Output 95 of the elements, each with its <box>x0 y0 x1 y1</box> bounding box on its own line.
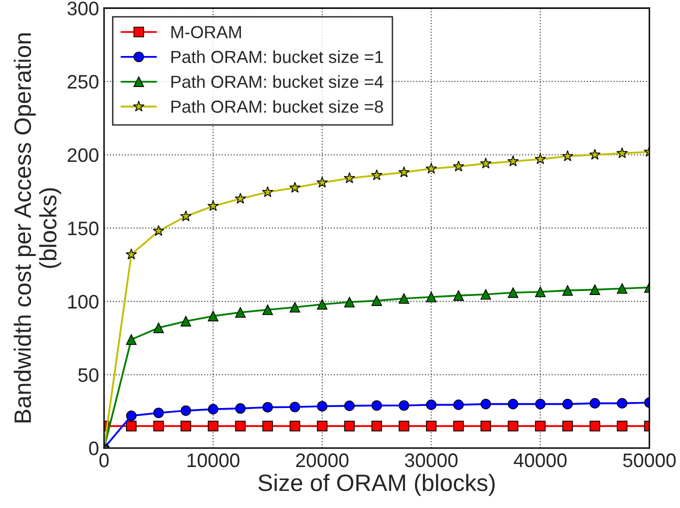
point <box>235 420 246 432</box>
y-axis-title: Bandwidth cost per Access Operation (blocks) <box>14 33 62 422</box>
legend-label: M-ORAM <box>171 26 241 38</box>
point <box>534 153 546 164</box>
point <box>290 420 300 432</box>
point <box>316 400 328 412</box>
point <box>480 420 492 432</box>
point <box>452 160 464 172</box>
point <box>426 292 437 302</box>
legend-label: Path ORAM: bucket size =8 <box>171 100 383 113</box>
point <box>398 400 410 411</box>
point <box>480 398 492 410</box>
point <box>508 287 518 298</box>
point <box>535 398 546 410</box>
point <box>126 248 138 260</box>
y-tick-label: 300 <box>67 2 98 16</box>
point <box>508 398 518 410</box>
x-tick-label: 20000 <box>296 453 348 468</box>
point <box>562 285 573 296</box>
point <box>180 210 192 222</box>
point <box>616 420 628 432</box>
point <box>126 420 137 432</box>
y-tick-label: 150 <box>68 222 98 236</box>
y-tick-label: 200 <box>68 148 98 162</box>
point <box>398 420 410 432</box>
point <box>290 302 300 313</box>
x-tick-label: 0 <box>99 453 109 468</box>
point <box>234 192 246 204</box>
point <box>616 398 628 409</box>
point <box>153 420 164 432</box>
point <box>126 410 137 422</box>
point <box>262 186 274 198</box>
point <box>589 148 601 160</box>
point <box>344 296 355 308</box>
point <box>235 403 246 414</box>
point <box>535 286 546 298</box>
point <box>153 408 164 418</box>
point <box>316 176 328 188</box>
legend-label: Path ORAM: bucket size =1 <box>171 50 383 64</box>
point <box>152 225 164 236</box>
point <box>153 322 164 334</box>
point <box>208 404 218 414</box>
point <box>126 334 137 345</box>
point <box>480 289 492 300</box>
point <box>453 400 464 410</box>
point <box>180 420 192 432</box>
point <box>180 405 192 416</box>
point <box>289 182 301 193</box>
point <box>371 169 382 180</box>
point <box>453 290 464 301</box>
x-tick-label: 40000 <box>514 453 567 468</box>
point <box>398 166 410 178</box>
x-axis-title: Size of ORAM (blocks) <box>258 474 495 496</box>
point <box>426 420 437 432</box>
point <box>562 420 573 432</box>
point <box>207 200 219 212</box>
point <box>371 420 382 432</box>
y-tick-label: 50 <box>78 368 98 382</box>
point <box>371 295 382 306</box>
x-tick-label: 10000 <box>188 453 240 468</box>
point <box>426 400 437 410</box>
point <box>344 172 356 184</box>
point <box>535 420 546 432</box>
point <box>590 398 600 409</box>
point <box>208 310 218 322</box>
point <box>590 284 600 295</box>
point <box>208 420 218 432</box>
point <box>426 162 437 174</box>
x-tick-label: 50000 <box>623 453 676 468</box>
point <box>562 398 573 410</box>
point <box>262 304 273 316</box>
point <box>398 293 410 304</box>
y-tick-label: 100 <box>68 294 98 309</box>
point <box>616 283 628 294</box>
point <box>453 420 464 432</box>
point <box>616 147 628 158</box>
y-tick-label: 0 <box>89 442 98 456</box>
point <box>507 155 519 166</box>
point <box>562 150 574 162</box>
point <box>290 402 300 412</box>
x-tick-label: 30000 <box>404 453 458 468</box>
point <box>344 400 355 412</box>
point <box>180 316 192 326</box>
point <box>590 420 600 432</box>
point <box>508 420 518 432</box>
legend-label: Path ORAM: bucket size =4 <box>171 75 384 88</box>
point <box>316 299 328 310</box>
y-tick-label: 250 <box>68 74 98 89</box>
point <box>316 420 328 432</box>
point <box>480 158 492 168</box>
point <box>262 402 273 413</box>
point <box>262 420 273 432</box>
point <box>344 420 355 432</box>
point <box>235 307 246 318</box>
point <box>371 400 382 411</box>
